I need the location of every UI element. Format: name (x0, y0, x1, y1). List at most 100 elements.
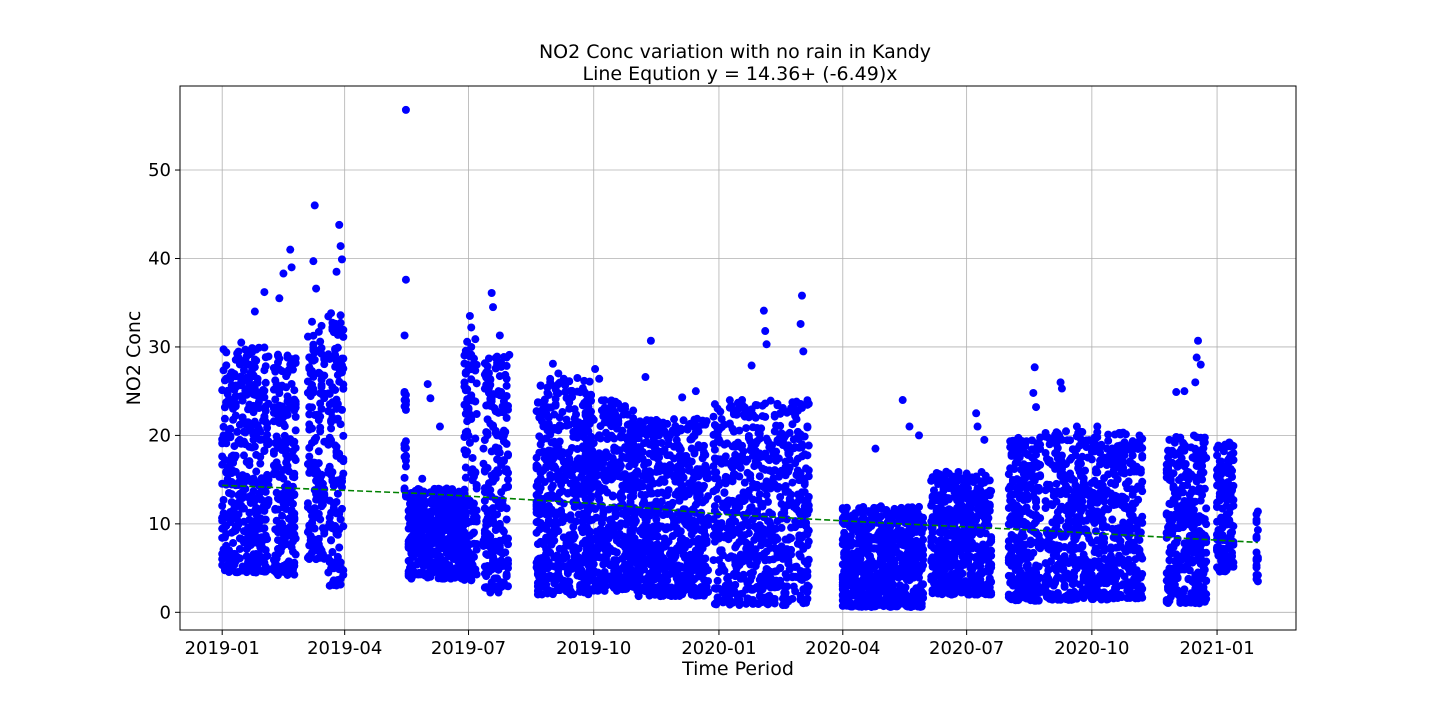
data-point (464, 365, 473, 374)
data-point (797, 291, 806, 300)
data-point (505, 350, 514, 359)
data-point (691, 387, 700, 396)
data-point (721, 531, 730, 540)
data-point (260, 288, 269, 297)
data-point (472, 481, 481, 490)
data-point (324, 312, 333, 321)
data-point (480, 583, 489, 592)
data-point (875, 598, 884, 607)
data-point (418, 546, 427, 555)
data-point (260, 366, 269, 375)
data-point (252, 568, 261, 577)
data-point (712, 422, 721, 431)
data-point (687, 578, 696, 587)
data-point (280, 483, 289, 492)
data-point (226, 564, 235, 573)
data-point (659, 477, 668, 486)
data-point (763, 454, 772, 463)
data-point (502, 413, 511, 422)
data-point (781, 481, 790, 490)
data-point (480, 467, 489, 476)
data-point (272, 569, 281, 578)
data-point (793, 466, 802, 475)
data-point (803, 396, 812, 405)
data-point (709, 412, 718, 421)
data-point (631, 568, 640, 577)
data-point (222, 348, 231, 357)
data-point (559, 554, 568, 563)
data-point (626, 497, 635, 506)
data-point (735, 502, 744, 511)
data-point (222, 439, 231, 448)
data-point (587, 407, 596, 416)
data-point (551, 400, 560, 409)
data-point (762, 491, 771, 500)
data-point (230, 442, 239, 451)
data-point (401, 275, 410, 284)
data-point (552, 389, 561, 398)
data-point (905, 549, 914, 558)
data-point (245, 360, 254, 369)
data-point (905, 422, 914, 431)
data-point (486, 506, 495, 515)
data-point (544, 502, 553, 511)
data-point (250, 355, 259, 364)
data-point (857, 546, 866, 555)
data-point (463, 417, 472, 426)
data-point (260, 554, 269, 563)
data-point (325, 462, 334, 471)
data-point (725, 590, 734, 599)
data-point (561, 514, 570, 523)
data-point (604, 452, 613, 461)
data-point (629, 406, 638, 415)
data-point (290, 570, 299, 579)
data-point (642, 416, 651, 425)
data-point (776, 492, 785, 501)
data-point (479, 444, 488, 453)
data-point (570, 532, 579, 541)
data-point (727, 497, 736, 506)
data-point (610, 547, 619, 556)
data-point (859, 526, 868, 535)
data-point (675, 443, 684, 452)
data-point (917, 551, 926, 560)
data-point (248, 348, 257, 357)
data-point (252, 503, 261, 512)
data-point (573, 374, 582, 383)
data-point (279, 269, 288, 278)
data-point (234, 491, 243, 500)
data-point (320, 360, 329, 369)
data-point (280, 422, 289, 431)
data-point (532, 453, 541, 462)
data-point (597, 396, 606, 405)
data-point (773, 401, 782, 410)
data-point (874, 504, 883, 513)
data-point (738, 589, 747, 598)
data-point (567, 393, 576, 402)
data-point (290, 561, 299, 570)
data-point (691, 522, 700, 531)
data-point (699, 450, 708, 459)
data-point (762, 340, 771, 349)
data-point (312, 284, 321, 293)
data-point (316, 488, 325, 497)
data-point (400, 473, 409, 482)
data-point (333, 489, 342, 498)
data-point (637, 527, 646, 536)
data-point (638, 447, 647, 456)
data-point (723, 574, 732, 583)
data-point (235, 545, 244, 554)
data-point (231, 411, 240, 420)
data-point (461, 350, 470, 359)
data-point (290, 386, 299, 395)
data-point (239, 563, 248, 572)
data-point (676, 457, 685, 466)
data-point (570, 460, 579, 469)
data-point (757, 535, 766, 544)
data-point (743, 468, 752, 477)
data-point (908, 527, 917, 536)
data-point (275, 413, 284, 422)
data-point (761, 327, 770, 336)
data-point (464, 555, 473, 564)
data-point (313, 467, 322, 476)
